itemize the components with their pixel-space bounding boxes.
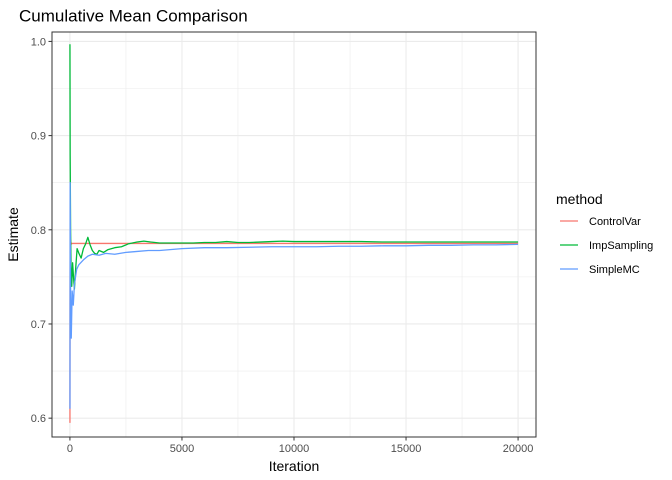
series-line-impsampling (69, 44, 519, 290)
y-tick-label: 0.9 (31, 131, 46, 143)
y-tick-label: 1.0 (31, 36, 46, 48)
y-axis: 0.6 0.7 0.8 0.9 1.0 (31, 36, 52, 425)
legend: method ControlVar ImpSampling SimpleMC (556, 191, 653, 276)
series-line-simplemc (69, 182, 519, 409)
x-tick-label: 15000 (391, 443, 422, 455)
chart-title: Cumulative Mean Comparison (19, 7, 248, 26)
y-tick-label: 0.8 (31, 225, 46, 237)
x-axis-title: Iteration (269, 458, 320, 474)
x-tick-label: 20000 (503, 443, 534, 455)
legend-title: method (556, 191, 603, 207)
x-axis: 0 5000 10000 15000 20000 (67, 437, 534, 455)
x-tick-label: 10000 (279, 443, 310, 455)
legend-label-simplemc: SimpleMC (589, 264, 640, 276)
y-axis-title: Estimate (5, 207, 21, 262)
legend-label-impsampling: ImpSampling (589, 240, 653, 252)
x-tick-label: 5000 (170, 443, 194, 455)
x-tick-label: 0 (67, 443, 73, 455)
series-layer (69, 44, 519, 423)
y-tick-label: 0.7 (31, 319, 46, 331)
y-tick-label: 0.6 (31, 413, 46, 425)
legend-label-controlvar: ControlVar (589, 216, 641, 228)
